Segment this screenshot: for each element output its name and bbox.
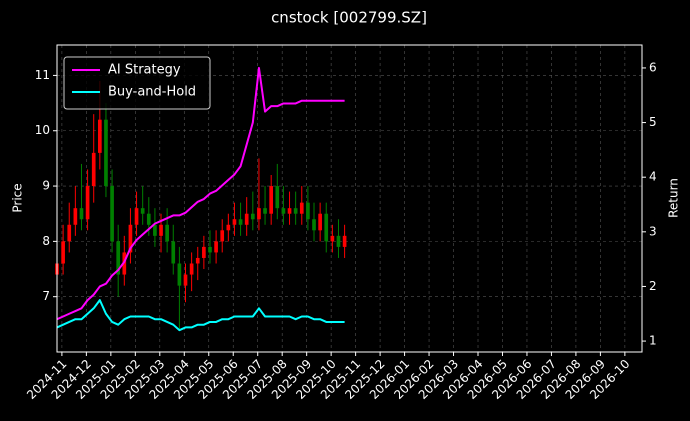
candle-body <box>67 224 72 242</box>
candle-body <box>330 235 335 242</box>
y2-tick-label: 3 <box>649 224 657 238</box>
candle-body <box>244 213 249 225</box>
candle-body <box>171 241 176 264</box>
candle-body <box>195 257 200 264</box>
y2-axis-label: Return <box>667 178 681 218</box>
candle-body <box>153 224 157 236</box>
legend-label: AI Strategy <box>108 63 181 78</box>
candle-body <box>140 208 145 214</box>
candle-body <box>165 224 169 242</box>
candle-body <box>61 241 65 264</box>
y-tick-label: 10 <box>35 123 50 137</box>
y2-tick-label: 2 <box>649 279 657 293</box>
candle-body <box>128 224 133 253</box>
y2-tick-label: 4 <box>649 170 657 184</box>
plot-frame <box>56 44 643 353</box>
y-axis-label: Price <box>11 183 25 212</box>
y2-tick-label: 6 <box>649 60 657 74</box>
legend-label: Buy-and-Hold <box>108 85 196 100</box>
candle-body <box>299 202 304 214</box>
candle-body <box>342 235 347 247</box>
y2-tick-label: 5 <box>649 115 657 129</box>
candle-body <box>336 235 341 247</box>
candle-body <box>79 208 84 220</box>
y2-tick-label: 1 <box>649 334 657 348</box>
candle-body <box>257 208 261 220</box>
candle-body <box>177 263 182 286</box>
chart-title: cnstock [002799.SZ] <box>271 9 427 27</box>
candle-body <box>104 119 108 187</box>
candle-body <box>97 119 102 153</box>
candle-body <box>263 208 267 214</box>
candle-body <box>306 202 310 220</box>
candle-body <box>275 186 280 209</box>
candle-body <box>202 246 206 258</box>
y-tick-label: 8 <box>42 234 50 248</box>
series-line <box>56 66 345 321</box>
candle-body <box>159 224 163 236</box>
candle-body <box>214 241 218 253</box>
candle-body <box>85 186 90 220</box>
candle-body <box>250 213 255 220</box>
candle-body <box>238 219 243 225</box>
candle-body <box>324 213 329 242</box>
candle-body <box>226 224 231 231</box>
candle-body <box>232 219 237 225</box>
candle-body <box>220 230 225 242</box>
candle-body <box>189 263 194 275</box>
candle-body <box>269 186 274 214</box>
series-line <box>56 299 345 332</box>
candle-body <box>208 246 212 253</box>
candle-body <box>146 213 151 225</box>
candle-body <box>134 208 139 225</box>
candle-body <box>287 208 292 214</box>
candle-body <box>73 208 78 225</box>
candle-body <box>318 213 322 231</box>
candle-body <box>183 274 188 286</box>
candle-body <box>293 208 298 214</box>
candle-body <box>312 219 316 231</box>
candle-body <box>91 152 96 187</box>
candle-body <box>281 208 286 214</box>
candle-body <box>116 241 121 275</box>
y-tick-label: 11 <box>35 68 50 82</box>
candle-body <box>110 186 114 242</box>
y-tick-label: 9 <box>42 179 50 193</box>
legend-box <box>63 56 211 110</box>
y-tick-label: 7 <box>42 289 50 303</box>
